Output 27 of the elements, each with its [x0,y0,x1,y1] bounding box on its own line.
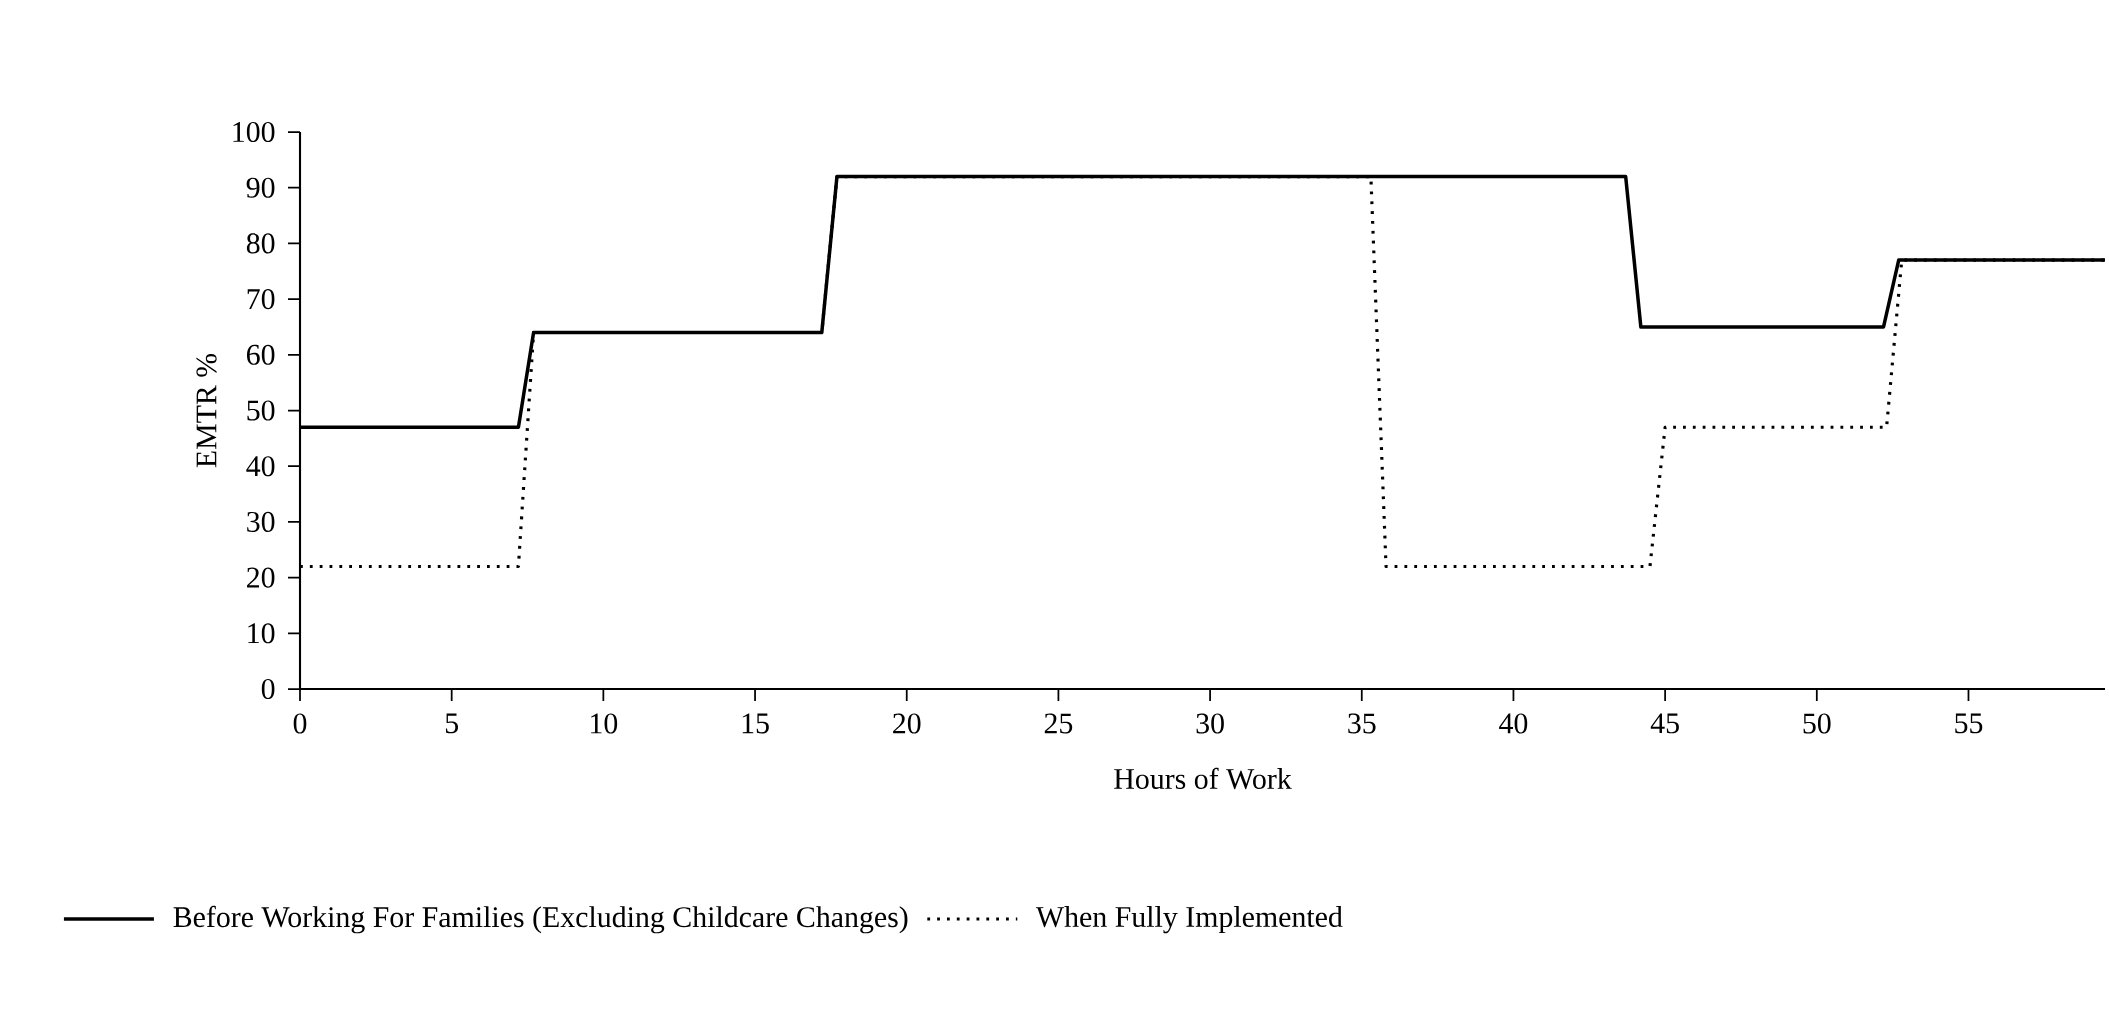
y-tick-label: 20 [247,567,275,588]
x-tick-label: 20 [893,713,921,734]
y-tick-label: 0 [261,678,275,700]
y-tick-label: 90 [246,177,275,198]
y-tick-label: 70 [247,289,275,310]
x-tick-label: 50 [1803,713,1831,734]
x-tick-label: 5 [445,713,458,734]
legend-label: When Fully Implemented [1035,906,1343,934]
x-tick-label: 10 [591,713,618,734]
y-tick-label: 60 [246,344,275,365]
y-tick-label: 50 [247,400,275,421]
x-tick-label: 0 [293,713,307,734]
x-tick-label: 35 [1348,713,1376,734]
x-tick-label: 30 [1196,713,1224,734]
y-tick-label: 40 [246,456,275,477]
x-tick-label: 15 [742,713,769,734]
x-tick-label: 45 [1650,713,1679,734]
x-axis-title: Hours of Work [1114,767,1292,790]
y-tick-label: 100 [233,121,275,143]
y-tick-label: 80 [246,233,275,254]
y-tick-label: 30 [247,511,275,532]
x-tick-label: 55 [1955,713,1983,734]
y-axis-title: EMTR % [196,353,217,468]
x-tick-label: 40 [1499,713,1528,734]
y-tick-label: 10 [248,623,275,644]
x-tick-label: 25 [1044,713,1073,734]
legend-label: Before Working For Families (Excluding Childcare Changes) [173,905,908,934]
